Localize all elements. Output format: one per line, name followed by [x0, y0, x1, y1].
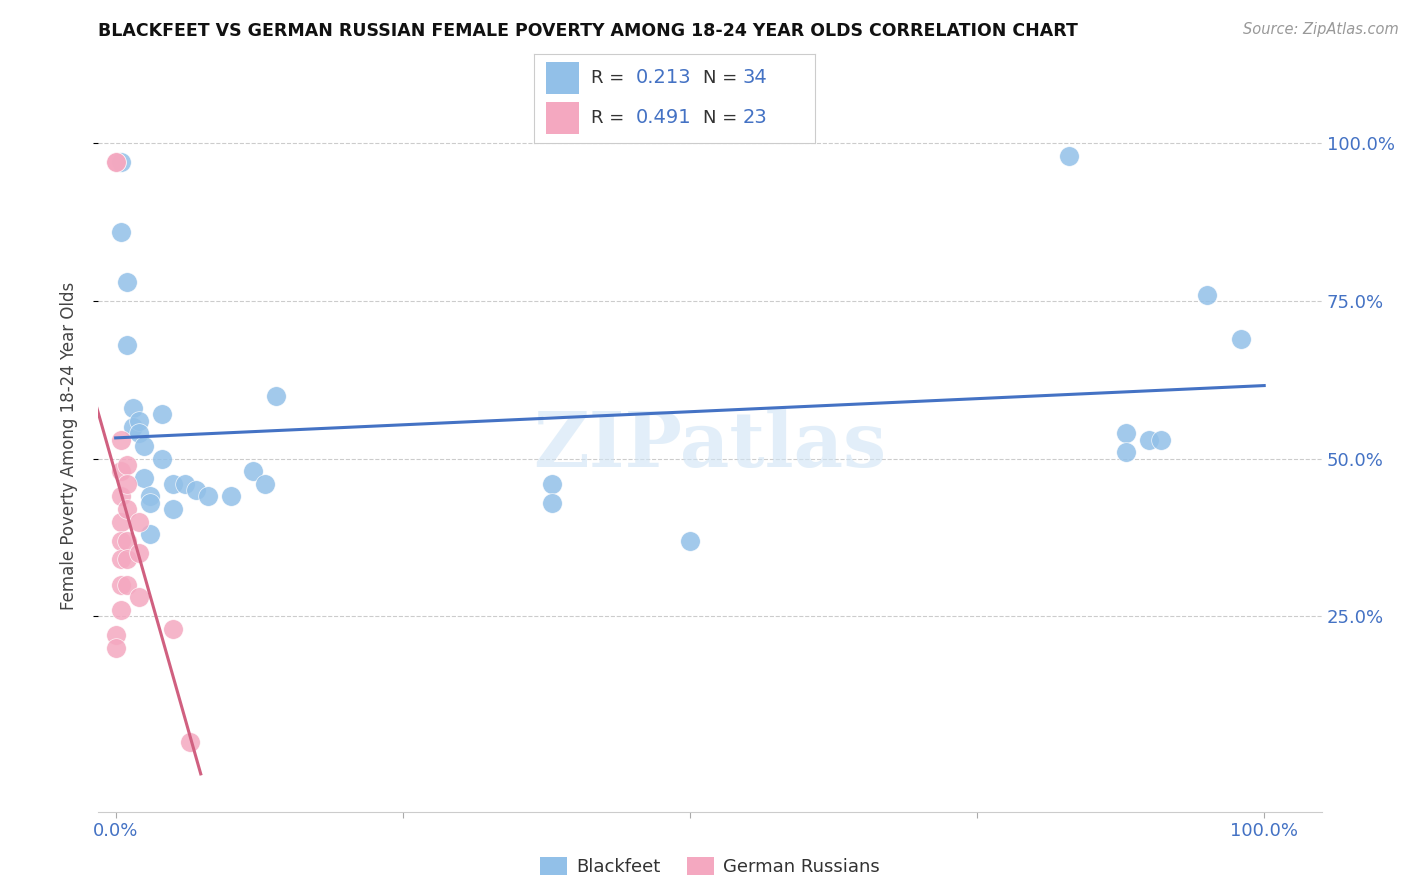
Point: [162, 502, 184, 516]
Point: [128, 414, 150, 428]
Point: [110, 552, 132, 566]
Point: [139, 490, 162, 504]
Point: [110, 490, 132, 504]
Point: [1057, 149, 1080, 163]
Point: [104, 628, 127, 642]
Point: [266, 388, 288, 402]
Point: [134, 439, 156, 453]
Bar: [546, 102, 579, 134]
Point: [128, 426, 150, 441]
Point: [173, 476, 195, 491]
Point: [1137, 433, 1160, 447]
Text: 0.213: 0.213: [636, 68, 692, 87]
Point: [162, 622, 184, 636]
Point: [128, 515, 150, 529]
Point: [242, 464, 264, 478]
Y-axis label: Female Poverty Among 18-24 Year Olds: Female Poverty Among 18-24 Year Olds: [59, 282, 77, 610]
Point: [110, 578, 132, 592]
Point: [150, 408, 173, 422]
Text: 23: 23: [742, 108, 768, 128]
Point: [110, 515, 132, 529]
Point: [115, 502, 138, 516]
Text: R =: R =: [591, 69, 630, 87]
Point: [679, 533, 702, 548]
Point: [1115, 426, 1137, 441]
Point: [139, 496, 162, 510]
Text: Source: ZipAtlas.com: Source: ZipAtlas.com: [1243, 22, 1399, 37]
Point: [122, 401, 145, 416]
Legend: Blackfeet, German Russians: Blackfeet, German Russians: [533, 849, 887, 883]
Text: BLACKFEET VS GERMAN RUSSIAN FEMALE POVERTY AMONG 18-24 YEAR OLDS CORRELATION CHA: BLACKFEET VS GERMAN RUSSIAN FEMALE POVER…: [98, 22, 1078, 40]
Bar: [546, 62, 579, 94]
Point: [1115, 445, 1137, 459]
Point: [110, 533, 132, 548]
Point: [541, 476, 564, 491]
Point: [179, 735, 201, 749]
Text: R =: R =: [591, 109, 630, 127]
Point: [115, 552, 138, 566]
Point: [104, 155, 127, 169]
Point: [197, 490, 219, 504]
Point: [115, 578, 138, 592]
Point: [104, 640, 127, 655]
Point: [115, 338, 138, 352]
Point: [139, 527, 162, 541]
Text: 0.491: 0.491: [636, 108, 692, 128]
Point: [128, 591, 150, 605]
Point: [253, 476, 276, 491]
Point: [110, 433, 132, 447]
Text: N =: N =: [703, 109, 742, 127]
Point: [115, 275, 138, 289]
Point: [219, 490, 242, 504]
Point: [110, 603, 132, 617]
Text: ZIPatlas: ZIPatlas: [533, 409, 887, 483]
Point: [110, 225, 132, 239]
Point: [110, 155, 132, 169]
Point: [115, 458, 138, 472]
Point: [104, 155, 127, 169]
Point: [115, 476, 138, 491]
Point: [184, 483, 207, 497]
Point: [1230, 332, 1253, 346]
Point: [150, 451, 173, 466]
Point: [110, 464, 132, 478]
Point: [162, 476, 184, 491]
Point: [134, 470, 156, 484]
Point: [1150, 433, 1173, 447]
Text: 34: 34: [742, 68, 768, 87]
Point: [1195, 287, 1218, 301]
Point: [128, 546, 150, 560]
Text: N =: N =: [703, 69, 742, 87]
Point: [115, 533, 138, 548]
Point: [122, 420, 145, 434]
Point: [541, 496, 564, 510]
